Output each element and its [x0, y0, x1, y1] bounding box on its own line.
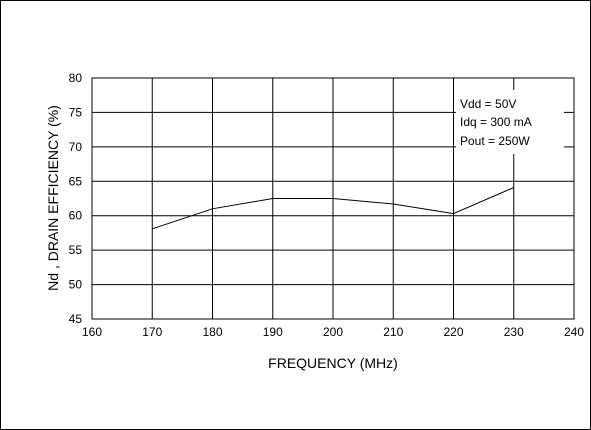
y-tick-label: 65 [69, 174, 83, 188]
plot-border [91, 77, 575, 320]
y-axis-label: Nd , DRAIN EFFICIENCY (%) [45, 105, 61, 291]
y-tick-label: 80 [69, 71, 83, 85]
x-tick-label: 190 [263, 325, 283, 339]
x-tick-label: 180 [202, 325, 222, 339]
y-tick-label: 45 [69, 312, 83, 326]
y-tick-label: 50 [69, 278, 83, 292]
x-tick-labels: 160 170 180 190 200 210 220 230 240 [82, 325, 584, 339]
x-tick-label: 160 [82, 325, 102, 339]
annotation-vdd: Vdd = 50V [460, 97, 516, 111]
y-tick-label: 75 [69, 105, 83, 119]
x-tick-label: 200 [323, 325, 343, 339]
annotation-idq: Idq = 300 mA [460, 115, 532, 129]
y-tick-label: 60 [69, 209, 83, 223]
efficiency-line [152, 187, 514, 230]
x-tick-label: 240 [564, 325, 584, 339]
annotation-pout: Pout = 250W [460, 134, 530, 148]
series-group [152, 187, 514, 230]
y-tick-label: 70 [69, 140, 83, 154]
x-tick-label: 220 [443, 325, 463, 339]
y-tick-labels: 45 50 55 60 65 70 75 80 [69, 71, 83, 326]
x-axis-label: FREQUENCY (MHz) [268, 355, 398, 371]
x-tick-label: 230 [504, 325, 524, 339]
x-tick-label: 210 [383, 325, 403, 339]
y-tick-label: 55 [69, 243, 83, 257]
grid [92, 78, 574, 319]
x-tick-label: 170 [142, 325, 162, 339]
annotation-box [456, 90, 564, 154]
